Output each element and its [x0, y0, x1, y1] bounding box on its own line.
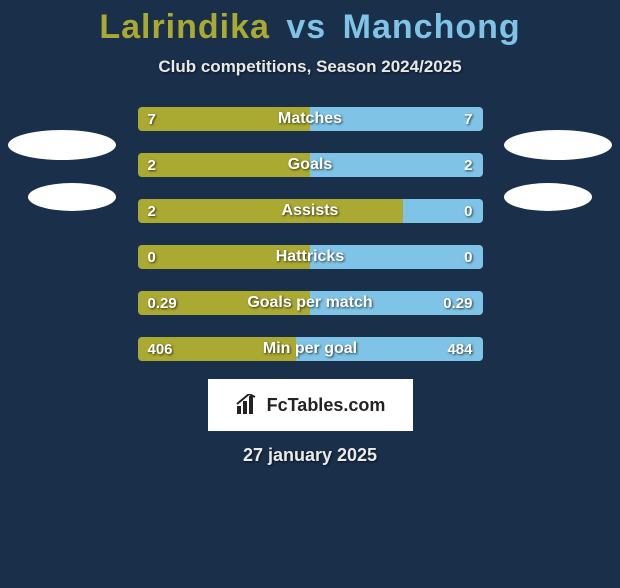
stat-row: Goals per match0.290.29 [138, 291, 483, 315]
stat-row: Min per goal406484 [138, 337, 483, 361]
player2-club-placeholder [504, 183, 592, 211]
stat-row: Assists20 [138, 199, 483, 223]
player1-club-placeholder [28, 183, 116, 211]
vs-label: vs [286, 8, 326, 46]
stat-bar-right [310, 153, 483, 177]
subtitle: Club competitions, Season 2024/2025 [0, 57, 620, 77]
brand-badge: FcTables.com [208, 379, 413, 431]
stat-bar-right [310, 291, 483, 315]
player2-name: Manchong [343, 8, 521, 46]
stat-bar-right [310, 107, 483, 131]
stats-bars: Matches77 Goals22 Assists20 Hattricks00 Goal… [138, 107, 483, 361]
player1-avatar-placeholder [8, 130, 116, 160]
stat-bar-right [403, 199, 482, 223]
chart-icon [235, 394, 261, 416]
stat-bar-left [138, 107, 311, 131]
stat-bar-left [138, 245, 311, 269]
footer-date: 27 january 2025 [0, 445, 620, 466]
brand-text: FcTables.com [267, 395, 386, 416]
stat-bar-left [138, 291, 311, 315]
comparison-title: Lalrindika vs Manchong [0, 8, 620, 47]
stat-bar-right [296, 337, 482, 361]
stat-bar-left [138, 153, 311, 177]
stat-bar-right [310, 245, 483, 269]
stat-row: Goals22 [138, 153, 483, 177]
stat-bar-left [138, 337, 297, 361]
stat-bar-left [138, 199, 404, 223]
stat-row: Matches77 [138, 107, 483, 131]
stat-row: Hattricks00 [138, 245, 483, 269]
player1-name: Lalrindika [99, 8, 270, 46]
player2-avatar-placeholder [504, 130, 612, 160]
